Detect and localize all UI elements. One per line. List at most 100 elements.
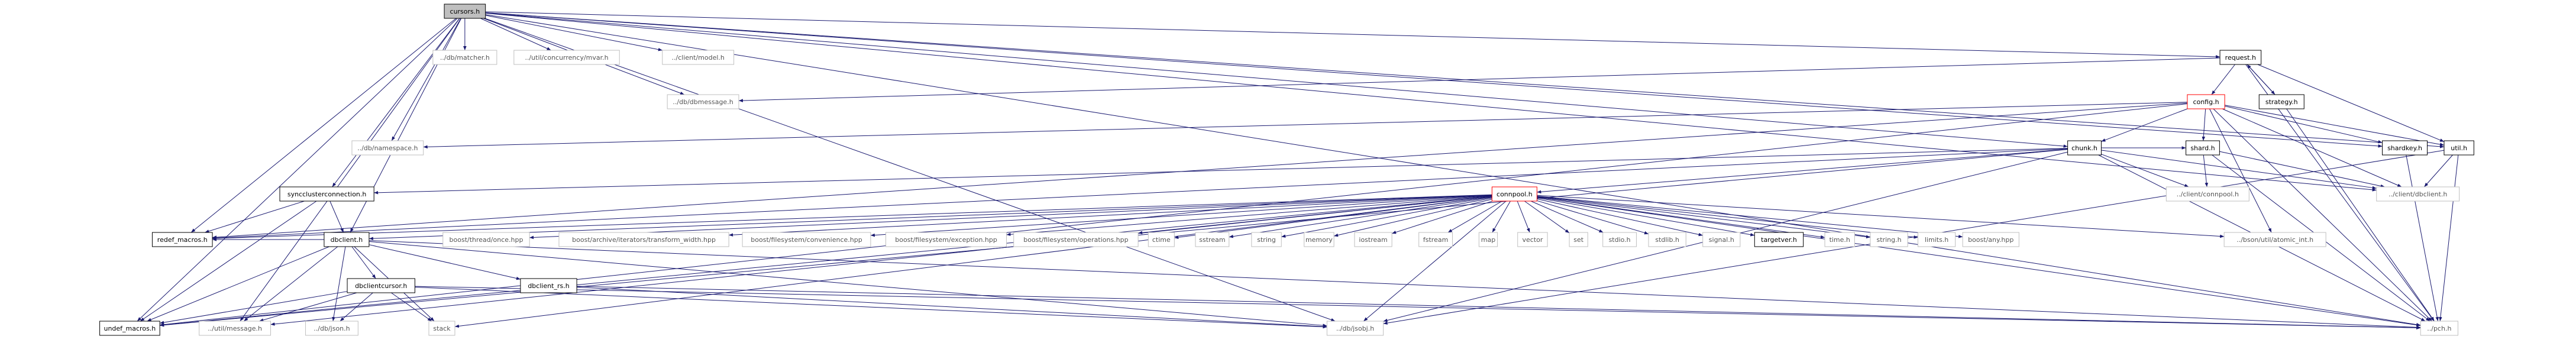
node-label: memory <box>1305 236 1333 244</box>
edge <box>485 12 2377 192</box>
edge <box>577 286 2421 329</box>
node-label: ../db/dbmessage.h <box>673 98 733 106</box>
edge <box>369 241 1327 327</box>
edge <box>1537 196 1918 239</box>
node-box <box>444 4 486 19</box>
node-box <box>1195 232 1230 247</box>
node-box <box>1702 232 1741 247</box>
node-label: ../client/connpool.h <box>2177 190 2239 198</box>
edge <box>577 287 1327 328</box>
edge <box>212 194 1492 240</box>
edge <box>1537 195 2225 238</box>
edge <box>415 286 2421 330</box>
node-box <box>1962 232 2019 247</box>
edge <box>369 244 521 280</box>
edge <box>205 201 305 233</box>
edge <box>243 246 338 322</box>
node-box <box>1648 232 1686 247</box>
edge <box>1537 197 2421 327</box>
edge <box>1537 196 1825 239</box>
node-box <box>1517 232 1548 247</box>
edge <box>2224 105 2383 144</box>
node-label: stdio.h <box>1609 236 1631 244</box>
node-box <box>2376 186 2460 202</box>
node-box <box>428 321 455 336</box>
edge <box>2406 154 2439 322</box>
node-box <box>432 50 497 65</box>
node-label: vector <box>1522 236 1543 244</box>
node-label: ../client/dbclient.h <box>2388 190 2447 198</box>
node-box <box>1754 232 1804 247</box>
node-box <box>199 321 272 336</box>
edge <box>329 201 344 233</box>
edge <box>212 148 2068 240</box>
edge <box>1517 201 1530 233</box>
node-box <box>2187 94 2225 109</box>
edge <box>485 12 2068 148</box>
node-label: util.h <box>2451 144 2467 152</box>
edge <box>2219 151 2385 188</box>
node-label: ../pch.h <box>2427 325 2451 332</box>
node-label: ../db/matcher.h <box>440 54 490 62</box>
node-box <box>1478 232 1498 247</box>
node-box <box>662 50 735 65</box>
edge <box>340 292 373 322</box>
edge <box>2225 105 2445 146</box>
edge <box>391 292 432 322</box>
edge <box>485 14 2421 326</box>
node-label: strategy.h <box>2265 98 2298 106</box>
node-label: boost/archive/iterators/transform_width.… <box>572 236 716 244</box>
node-label: ctime <box>1152 236 1171 244</box>
edge <box>415 287 1327 329</box>
node-label: ../db/jsobj.h <box>1336 325 1374 332</box>
node-box <box>351 140 424 156</box>
node-label: targetver.h <box>1761 236 1797 244</box>
node-box <box>2186 140 2220 156</box>
edge <box>870 195 1492 237</box>
node-box <box>279 186 374 202</box>
node-label: boost/any.hpp <box>1968 236 2013 244</box>
node-box <box>1491 186 1537 202</box>
edge <box>1537 196 1963 238</box>
node-box <box>1326 321 1384 336</box>
node-label: chunk.h <box>2071 144 2097 152</box>
edge <box>1524 201 1570 234</box>
node-label: sstream <box>1199 236 1225 244</box>
node-label: ../util/concurrency/mvar.h <box>525 54 608 62</box>
node-box <box>347 278 415 293</box>
node-box <box>2219 50 2262 65</box>
node-label: ../client/model.h <box>672 54 725 62</box>
node-box <box>305 321 358 336</box>
edge <box>2213 108 2432 322</box>
node-label: dbclient.h <box>331 236 363 244</box>
node-label: boost/filesystem/convenience.hpp <box>751 236 862 244</box>
edge <box>423 102 2187 149</box>
node-box <box>1354 232 1392 247</box>
edge <box>2203 154 2209 187</box>
node-label: dbclientcursor.h <box>355 282 407 290</box>
edge <box>1530 201 1604 233</box>
node-box <box>151 232 213 247</box>
node-label: redef_macros.h <box>157 236 208 244</box>
node-box <box>513 50 620 65</box>
edge <box>259 292 357 322</box>
node-label: limits.h <box>1925 236 1948 244</box>
edge <box>332 246 346 322</box>
node-box <box>324 232 370 247</box>
node-box <box>1917 232 1956 247</box>
edge <box>2247 64 2276 95</box>
edge <box>137 18 458 322</box>
node-box <box>1870 232 1908 247</box>
node-label: ../db/namespace.h <box>357 144 418 152</box>
node-box <box>742 232 871 247</box>
edge <box>729 195 1492 237</box>
edge <box>1537 198 1755 237</box>
node-box <box>1013 232 1139 247</box>
edge <box>351 246 376 279</box>
node-label: ../bson/util/atomic_int.h <box>2236 236 2313 244</box>
nodes: cursors.h ../db/matcher.h ../util/concurre… <box>99 4 2474 336</box>
edges <box>137 11 2459 330</box>
node-box <box>667 94 739 109</box>
edge <box>485 11 2221 59</box>
